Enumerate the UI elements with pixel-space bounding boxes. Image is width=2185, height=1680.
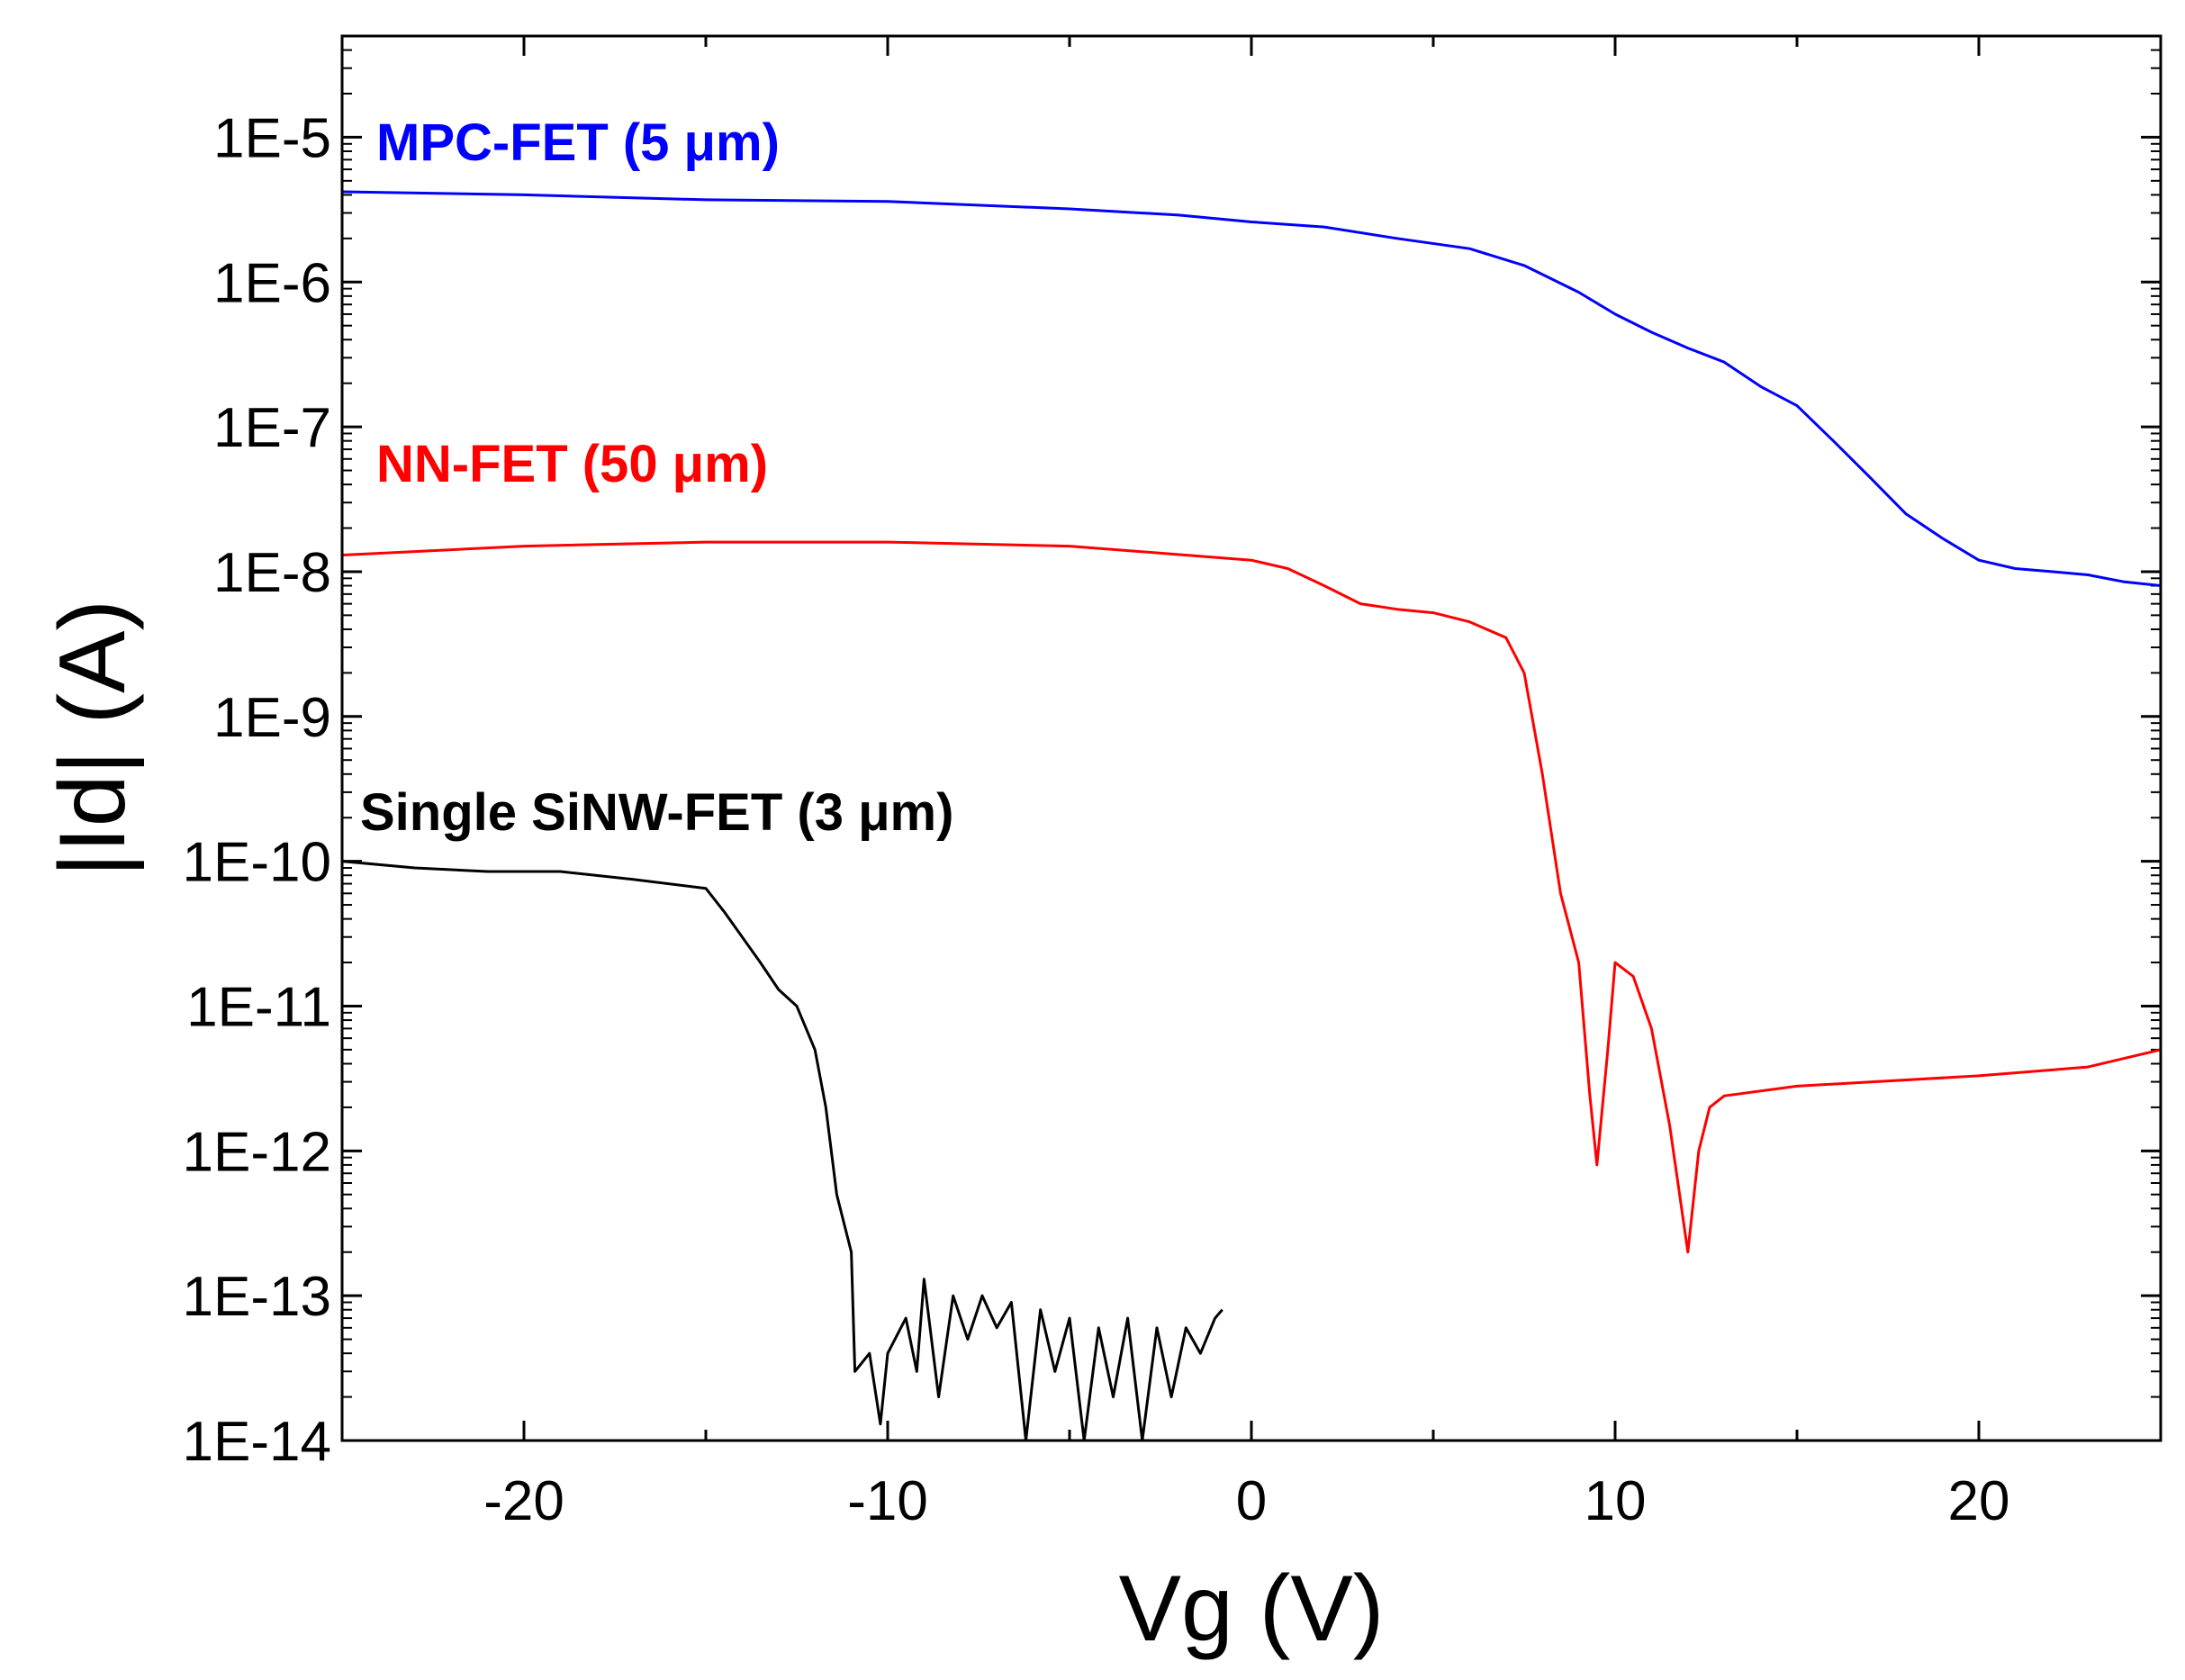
- series-line-2: [341, 860, 1223, 1442]
- y-tick-label: 1E-11: [186, 976, 331, 1038]
- x-tick-label: -20: [483, 1470, 564, 1532]
- x-tick-label: 10: [1585, 1470, 1647, 1532]
- y-tick-label: 1E-10: [183, 832, 331, 894]
- x-tick-label: 20: [1948, 1470, 2010, 1532]
- series-layer: [341, 190, 2162, 1442]
- y-tick-label: 1E-7: [213, 397, 331, 459]
- series-line-0: [341, 190, 2162, 587]
- y-axis-title: |Id| (A): [41, 600, 145, 877]
- y-tick-label: 1E-5: [213, 107, 331, 169]
- y-tick-label: 1E-9: [213, 687, 331, 749]
- y-axis-tick-labels: 1E-14 1E-13 1E-12 1E-11 1E-10 1E-9 1E-8 1E-7 1E-…: [183, 107, 331, 1473]
- series-label-nn-fet: NN-FET (50 μm): [376, 435, 768, 493]
- x-tick-label: 0: [1236, 1470, 1267, 1532]
- x-axis-title: Vg (V): [1119, 1557, 1385, 1661]
- series-line-1: [341, 540, 2162, 1254]
- x-tick-label: -10: [847, 1470, 928, 1532]
- y-tick-label: 1E-8: [213, 542, 331, 604]
- y-tick-label: 1E-14: [183, 1411, 331, 1473]
- plot-frame: [340, 34, 2162, 1442]
- y-tick-label: 1E-12: [183, 1121, 331, 1183]
- y-tick-label: 1E-6: [213, 252, 331, 314]
- x-axis-tick-labels: -20 -10 0 10 20: [483, 1470, 2009, 1532]
- series-label-mpc-fet: MPC-FET (5 μm): [376, 113, 780, 172]
- plot-background: [342, 36, 2161, 1441]
- y-tick-label: 1E-13: [183, 1266, 331, 1328]
- series-label-single-sinw-fet: Single SiNW-FET (3 μm): [360, 783, 953, 842]
